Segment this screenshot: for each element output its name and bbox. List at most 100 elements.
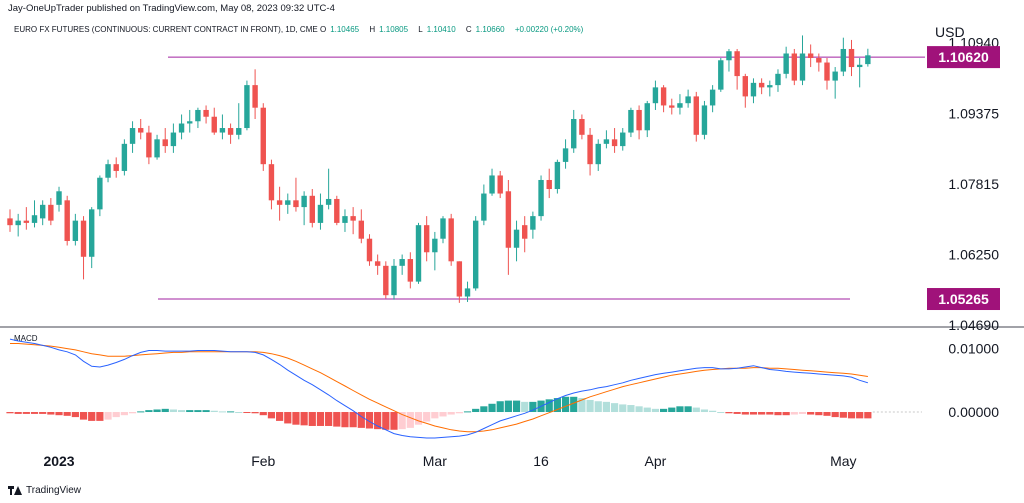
level-lines bbox=[158, 56, 925, 300]
candle-body bbox=[652, 87, 659, 104]
histogram-bar bbox=[545, 399, 553, 413]
histogram-bar bbox=[717, 412, 725, 414]
macd-histogram bbox=[6, 396, 872, 430]
high-label: H bbox=[369, 25, 376, 34]
histogram-bar bbox=[455, 412, 463, 414]
candle-body bbox=[701, 105, 708, 135]
candle-body bbox=[211, 116, 217, 133]
candle-body bbox=[350, 216, 356, 221]
histogram-bar bbox=[300, 412, 308, 426]
candle-body bbox=[195, 109, 201, 122]
histogram-bar bbox=[161, 408, 169, 413]
candle-body bbox=[399, 259, 405, 266]
histogram-bar bbox=[251, 412, 259, 414]
candle-body bbox=[856, 64, 863, 68]
histogram-bar bbox=[308, 412, 316, 426]
candle-body bbox=[595, 143, 601, 165]
histogram-bar bbox=[807, 412, 815, 415]
candle-body bbox=[848, 48, 855, 68]
candle-body bbox=[832, 71, 838, 81]
macd-tick-label: 0.01000 bbox=[948, 341, 999, 357]
histogram-bar bbox=[259, 412, 267, 416]
histogram-bar bbox=[619, 404, 627, 413]
candle-body bbox=[203, 109, 209, 117]
histogram-bar bbox=[39, 412, 47, 414]
candle-body bbox=[325, 198, 332, 205]
candle-body bbox=[571, 118, 577, 149]
low-value: 1.10410 bbox=[426, 25, 456, 34]
histogram-bar bbox=[578, 398, 586, 413]
candle-body bbox=[628, 109, 634, 133]
signal-line bbox=[10, 343, 868, 433]
candle-body bbox=[783, 53, 789, 74]
candle-body bbox=[187, 121, 193, 124]
candle-body bbox=[669, 105, 675, 108]
candle-body bbox=[562, 148, 569, 162]
histogram-bar bbox=[71, 412, 79, 418]
candle-body bbox=[587, 134, 593, 165]
candle-body bbox=[791, 53, 798, 81]
histogram-bar bbox=[823, 412, 831, 416]
candle-body bbox=[840, 48, 847, 72]
candle-body bbox=[554, 161, 561, 190]
histogram-bar bbox=[521, 401, 529, 413]
histogram-bar bbox=[561, 396, 570, 413]
open-label: O bbox=[319, 25, 327, 34]
candle-body bbox=[718, 60, 724, 90]
time-tick-label: 2023 bbox=[43, 453, 74, 469]
histogram-bar bbox=[210, 410, 218, 413]
tradingview-logo-icon bbox=[8, 486, 22, 495]
histogram-bar bbox=[177, 410, 186, 413]
histogram-bar bbox=[390, 412, 398, 430]
candle-body bbox=[448, 218, 454, 262]
symbol-legend: EURO FX FUTURES (CONTINUOUS: CURRENT CON… bbox=[14, 25, 587, 34]
tradingview-brand: TradingView bbox=[8, 485, 81, 496]
open-value: 1.10465 bbox=[330, 25, 360, 34]
histogram-bar bbox=[96, 412, 104, 421]
candle-body bbox=[824, 62, 830, 81]
candle-body bbox=[677, 103, 683, 108]
price-tick-label: 1.04690 bbox=[948, 317, 999, 333]
histogram-bar bbox=[709, 410, 717, 413]
macd-indicator-label[interactable]: MACD bbox=[14, 334, 38, 343]
price-tick-label: 1.06250 bbox=[948, 247, 999, 263]
histogram-bar bbox=[145, 410, 153, 413]
histogram-bar bbox=[398, 412, 406, 430]
candle-body bbox=[260, 107, 266, 165]
candle-body bbox=[636, 109, 642, 131]
macd-tick-label: 0.00000 bbox=[948, 404, 999, 420]
candle-body bbox=[31, 215, 38, 223]
histogram-bar bbox=[292, 412, 300, 425]
low-label: L bbox=[418, 25, 423, 34]
histogram-bar bbox=[186, 410, 194, 413]
histogram-bar bbox=[488, 403, 496, 413]
candle-body bbox=[472, 220, 479, 289]
candle-body bbox=[358, 220, 365, 239]
histogram-bar bbox=[570, 396, 578, 413]
candle-body bbox=[546, 179, 552, 190]
candle-body bbox=[293, 200, 299, 208]
candle-body bbox=[423, 225, 430, 253]
candle-body bbox=[644, 103, 650, 131]
histogram-bar bbox=[839, 412, 847, 418]
candle-body bbox=[489, 175, 495, 194]
candle-body bbox=[113, 164, 119, 171]
candle-body bbox=[685, 96, 691, 104]
histogram-bar bbox=[63, 412, 71, 416]
histogram-bar bbox=[333, 412, 341, 427]
histogram-bar bbox=[120, 412, 128, 416]
histogram-bar bbox=[643, 407, 651, 413]
price-tick-label: 1.07815 bbox=[948, 176, 999, 192]
histogram-bar bbox=[529, 401, 537, 413]
candle-body bbox=[432, 238, 438, 253]
histogram-bar bbox=[374, 412, 382, 430]
histogram-bar bbox=[14, 412, 22, 414]
candle-body bbox=[236, 128, 242, 135]
candle-body bbox=[750, 82, 757, 97]
histogram-bar bbox=[88, 412, 96, 421]
candle-body bbox=[317, 204, 324, 223]
published-caption: Jay-OneUpTrader published on TradingView… bbox=[8, 3, 335, 14]
candle-body bbox=[415, 225, 422, 282]
candle-body bbox=[799, 53, 806, 81]
